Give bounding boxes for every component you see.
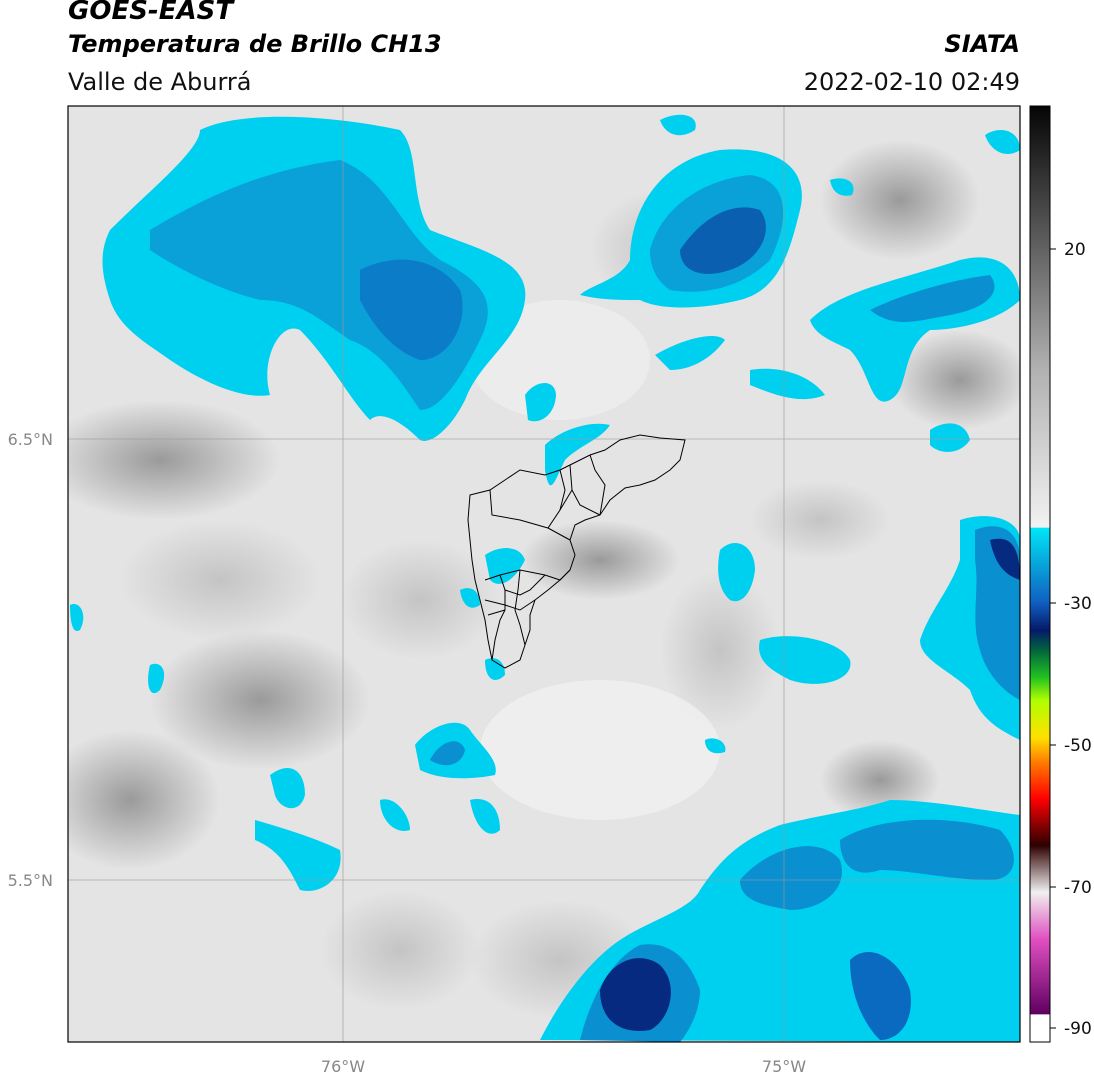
map-frame [67,105,1021,1043]
colorbar-scale [1029,105,1051,1043]
product-title: Temperatura de Brillo CH13 [68,30,442,58]
lat-label-5-5: 5.5°N [8,871,53,890]
timestamp-label: 2022-02-10 02:49 [803,68,1020,96]
lon-label-75: 75°W [762,1057,806,1076]
colorbar-tick-neg30: -30 [1064,594,1092,614]
colorbar-tick-neg70: -70 [1064,878,1092,898]
colorbar-tick-neg50: -50 [1064,736,1092,756]
lat-label-6-5: 6.5°N [8,430,53,449]
colorbar-tick-20: 20 [1064,240,1086,260]
region-subtitle: Valle de Aburrá [68,68,252,96]
lon-label-76: 76°W [321,1057,365,1076]
organization-label: SIATA [944,30,1020,58]
aburra-boundaries [467,434,686,669]
colorbar: 20 -30 -50 -70 -90 [1029,105,1092,1043]
satellite-title: GOES-EAST [68,0,234,26]
map-gridlines [68,106,1020,1042]
brightness-field [68,106,1020,1042]
cold-cloud-regions [70,114,1020,1042]
colorbar-tick-neg90: -90 [1064,1019,1092,1039]
